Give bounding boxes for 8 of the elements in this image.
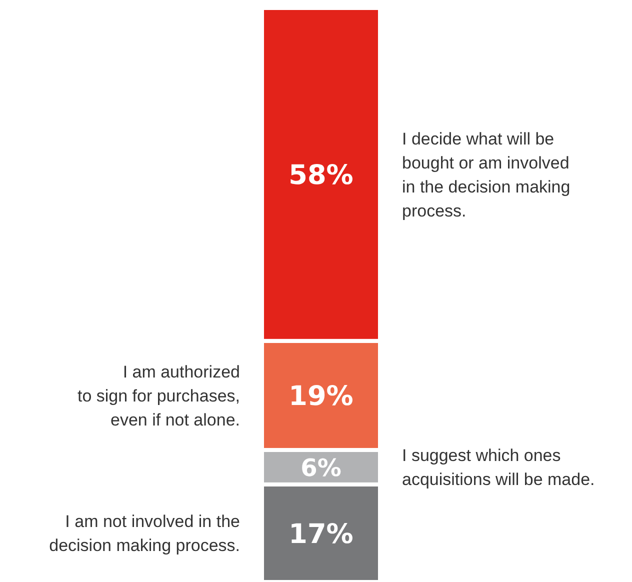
- data-label: 58%: [288, 160, 354, 192]
- series-label: I suggest which ones acquisitions will be made.: [402, 446, 595, 490]
- series-label: I am not involved in the decision making process.: [49, 512, 240, 556]
- data-label: 6%: [300, 454, 342, 482]
- series-label: I am authorized to sign for purchases, even if not alone.: [77, 362, 240, 430]
- data-label: 17%: [288, 518, 354, 550]
- series-label: I decide what will be bought or am involved in the decision making process.: [402, 129, 570, 220]
- data-label: 19%: [288, 381, 354, 412]
